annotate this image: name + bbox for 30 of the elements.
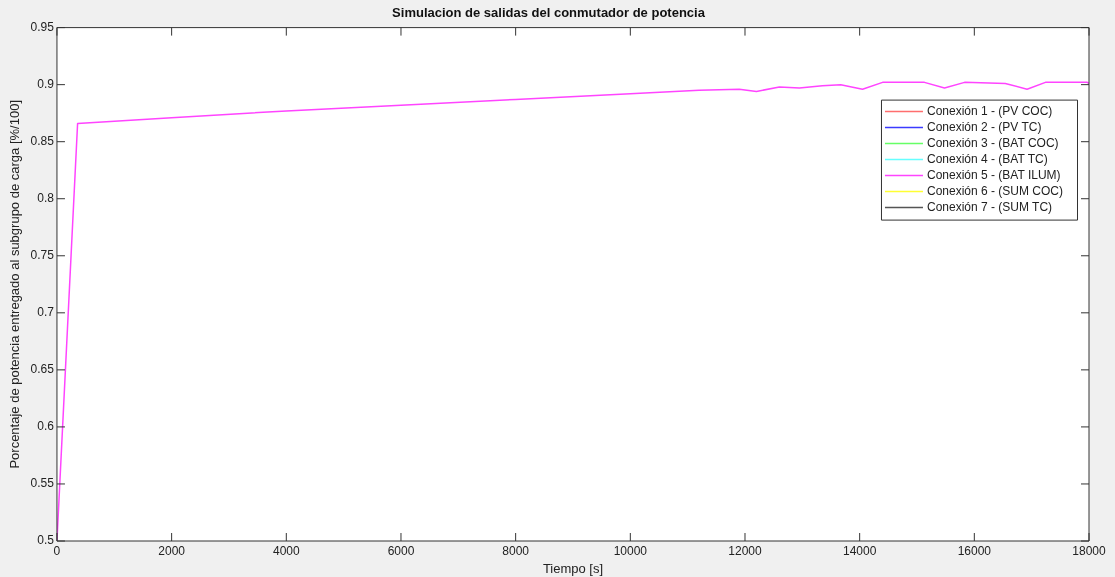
y-tick-label: 0.55: [30, 476, 55, 491]
y-tick-label: 0.85: [30, 134, 55, 148]
x-tick-label: 14000: [842, 543, 877, 558]
legend-label: Conexión 2 - (PV TC): [926, 119, 1042, 134]
y-tick-label: 0.8: [37, 191, 55, 206]
x-tick-label: 8000: [502, 543, 530, 558]
y-tick-label: 0.5: [37, 533, 55, 548]
y-tick-label: 0.95: [30, 19, 55, 34]
legend-label: Conexión 5 - (BAT ILUM): [926, 167, 1061, 182]
x-tick-label: 4000: [272, 543, 300, 558]
x-tick-label: 2000: [158, 543, 186, 558]
x-tick-label: 12000: [728, 543, 762, 558]
legend-label: Conexión 6 - (SUM COC): [926, 183, 1063, 198]
x-tick-label: 6000: [387, 543, 415, 558]
y-axis-title: Porcentaje de potencia entregado al subgrupo de carga [%/100]: [7, 100, 23, 469]
y-tick-label: 0.6: [37, 419, 55, 434]
x-tick-label: 10000: [613, 543, 648, 558]
legend-label: Conexión 1 - (PV COC): [926, 103, 1053, 118]
x-axis-title: Tiempo [s]: [542, 560, 604, 576]
y-tick-label: 0.75: [30, 248, 55, 263]
legend-label: Conexión 4 - (BAT TC): [926, 151, 1048, 166]
x-tick-label: 18000: [1072, 543, 1107, 558]
y-tick-label: 0.7: [37, 305, 55, 320]
x-tick-label: 16000: [957, 543, 992, 558]
legend-label: Conexión 7 - (SUM TC): [926, 199, 1053, 214]
y-tick-label: 0.65: [30, 362, 55, 377]
chart-title: Simulacion de salidas del conmutador de potencia: [392, 5, 706, 21]
y-tick-label: 0.9: [37, 76, 55, 91]
x-tick-label: 0: [53, 543, 61, 558]
legend-label: Conexión 3 - (BAT COC): [926, 135, 1059, 150]
